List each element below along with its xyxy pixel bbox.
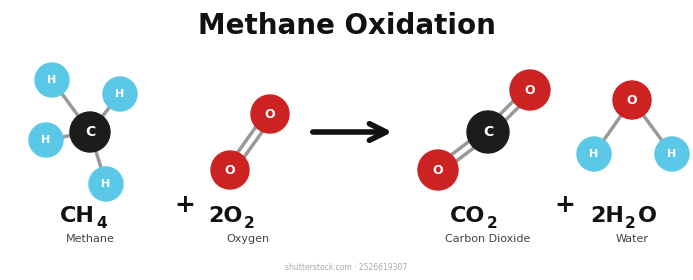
Circle shape [655, 137, 689, 171]
Text: C: C [85, 125, 95, 139]
Text: Methane: Methane [66, 234, 114, 244]
Text: CO: CO [450, 206, 485, 226]
Text: +: + [554, 193, 575, 217]
Text: O: O [265, 108, 275, 120]
Text: 4: 4 [96, 216, 107, 231]
Text: O: O [432, 164, 444, 176]
Circle shape [211, 151, 249, 189]
Circle shape [251, 95, 289, 133]
Circle shape [613, 81, 651, 119]
Text: +: + [175, 193, 195, 217]
Text: H: H [47, 75, 57, 85]
Text: O: O [626, 94, 638, 106]
Circle shape [510, 70, 550, 110]
Text: Carbon Dioxide: Carbon Dioxide [446, 234, 531, 244]
Text: Water: Water [615, 234, 649, 244]
Text: 2: 2 [625, 216, 635, 231]
Text: 2: 2 [487, 216, 498, 231]
Text: H: H [667, 149, 676, 159]
Text: O: O [225, 164, 236, 176]
Text: H: H [42, 135, 51, 145]
Circle shape [577, 137, 611, 171]
Text: H: H [589, 149, 599, 159]
Circle shape [29, 123, 63, 157]
Text: Methane Oxidation: Methane Oxidation [198, 12, 495, 40]
Text: 2H: 2H [590, 206, 624, 226]
Text: H: H [101, 179, 111, 189]
Text: O: O [525, 83, 535, 97]
Circle shape [418, 150, 458, 190]
Circle shape [70, 112, 110, 152]
Text: 2O: 2O [208, 206, 243, 226]
Circle shape [35, 63, 69, 97]
Text: CH: CH [60, 206, 95, 226]
Text: O: O [638, 206, 657, 226]
Circle shape [89, 167, 123, 201]
Circle shape [467, 111, 509, 153]
Text: C: C [483, 125, 493, 139]
Circle shape [103, 77, 137, 111]
Text: Oxygen: Oxygen [227, 234, 270, 244]
Text: shutterstock.com · 2526619307: shutterstock.com · 2526619307 [286, 263, 407, 272]
Text: 2: 2 [244, 216, 255, 231]
Text: H: H [115, 89, 125, 99]
